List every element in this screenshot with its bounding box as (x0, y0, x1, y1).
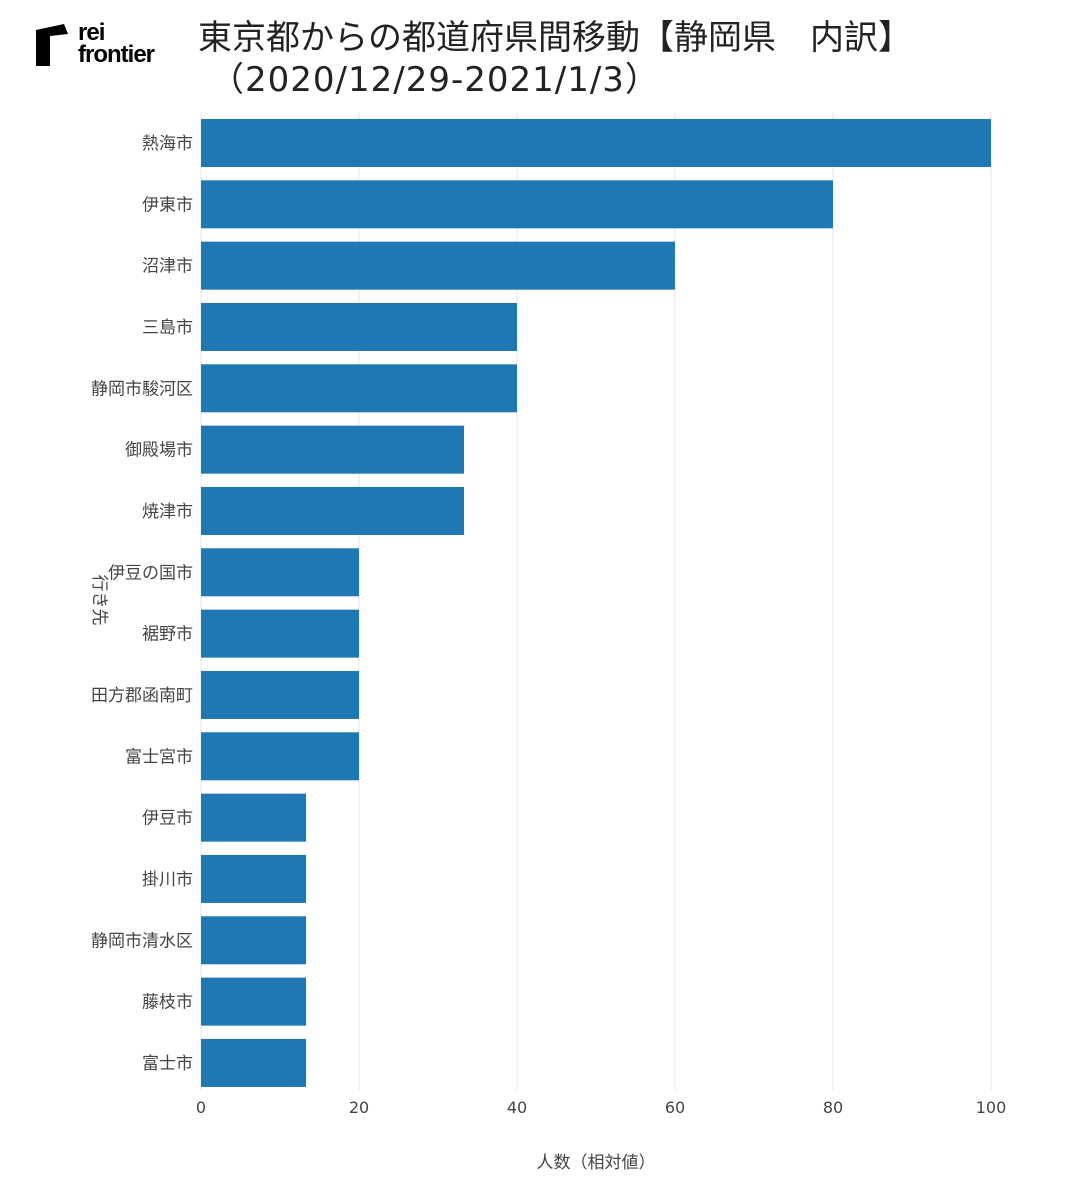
y-category-label: 掛川市 (142, 870, 193, 890)
y-axis-labels: 熱海市伊東市沼津市三島市静岡市駿河区御殿場市焼津市伊豆の国市裾野市田方郡函南町富… (91, 134, 193, 1074)
x-tick-label: 40 (507, 1098, 527, 1117)
bar (201, 119, 991, 167)
y-category-label: 伊豆の国市 (108, 563, 193, 583)
bar (201, 793, 307, 842)
bar (201, 425, 465, 474)
y-category-label: 田方郡函南町 (91, 686, 193, 706)
x-tick-label: 20 (349, 1098, 369, 1117)
logo-mark-icon (36, 24, 68, 66)
y-axis-title: 行き先 (89, 575, 109, 626)
y-category-label: 富士市 (142, 1054, 193, 1074)
y-category-label: 伊豆市 (142, 809, 193, 829)
bar (201, 854, 307, 903)
bar (201, 916, 307, 965)
bar (201, 302, 517, 351)
bar (201, 180, 833, 229)
bar (201, 609, 359, 658)
bar (201, 732, 359, 781)
y-category-label: 伊東市 (142, 195, 193, 215)
y-category-label: 裾野市 (142, 625, 193, 645)
bar (201, 1038, 307, 1087)
y-category-label: 静岡市駿河区 (91, 379, 193, 399)
y-category-label: 藤枝市 (142, 993, 193, 1013)
logo-text-line1: rei (78, 19, 105, 46)
x-tick-label: 0 (196, 1098, 206, 1117)
y-category-label: 三島市 (142, 318, 193, 338)
brand-logo: rei frontier (34, 20, 184, 70)
bar (201, 548, 359, 597)
x-axis-title: 人数（相対値） (537, 1153, 656, 1173)
bar (201, 486, 465, 535)
bars (201, 119, 991, 1087)
chart-title: 東京都からの都道府県間移動【静岡県 内訳】 (198, 18, 912, 58)
x-axis-ticks: 0 20 40 60 80 100 (196, 1098, 1006, 1117)
chart-subtitle: （2020/12/29-2021/1/3） (210, 60, 660, 100)
y-category-label: 御殿場市 (125, 441, 193, 461)
logo-text-line2: frontier (78, 41, 155, 68)
x-tick-label: 80 (823, 1098, 843, 1117)
y-category-label: 沼津市 (142, 257, 193, 277)
bar (201, 977, 307, 1026)
x-tick-label: 100 (976, 1098, 1007, 1117)
x-tick-label: 60 (665, 1098, 685, 1117)
bar (201, 241, 675, 290)
y-category-label: 熱海市 (142, 134, 193, 154)
bar (201, 364, 517, 413)
y-category-label: 富士宮市 (125, 747, 193, 767)
y-category-label: 焼津市 (142, 502, 193, 522)
y-category-label: 静岡市清水区 (91, 931, 193, 951)
bar (201, 670, 359, 719)
